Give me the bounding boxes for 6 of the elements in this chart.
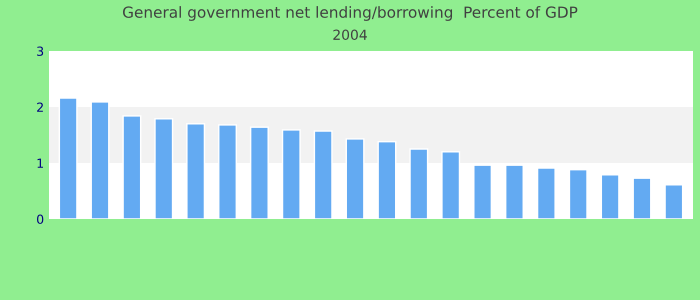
y-tick-label: 0 bbox=[37, 214, 44, 224]
y-tick-label: 2 bbox=[37, 102, 43, 112]
chart-subtitle: 2004 bbox=[333, 30, 367, 40]
y-tick-label: 3 bbox=[37, 46, 44, 56]
y-tick-label: 1 bbox=[38, 158, 43, 168]
chart-title: General government net lending/borrowing Percent of GDP bbox=[123, 6, 578, 21]
